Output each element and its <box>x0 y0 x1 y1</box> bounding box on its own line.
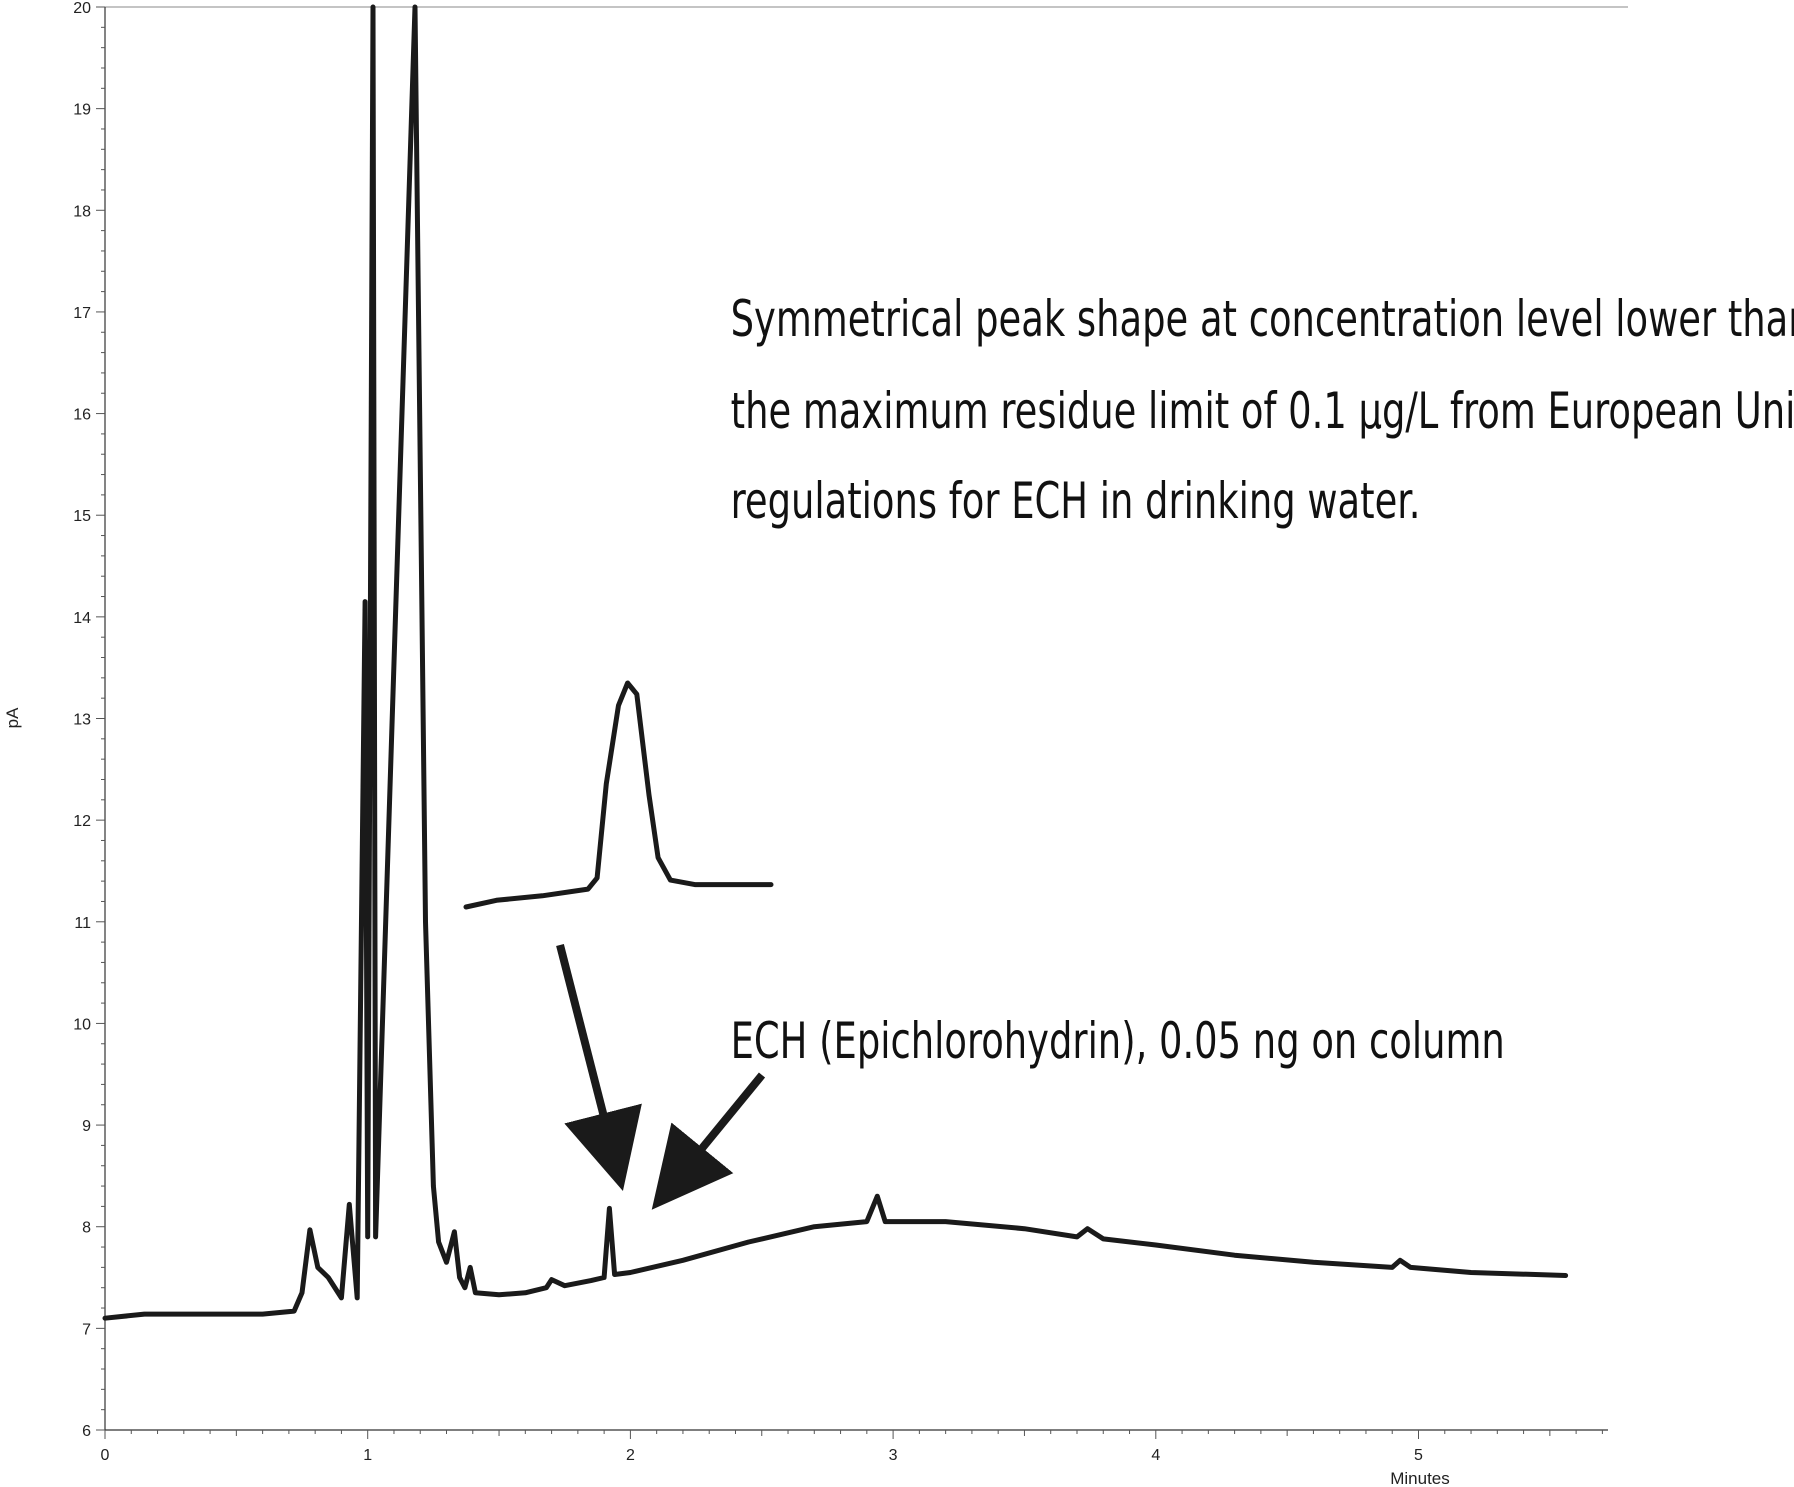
description-line-3: regulations for ECH in drinking water. <box>731 472 1421 530</box>
y-axis-title: pA <box>3 707 22 728</box>
x-tick-label: 3 <box>889 1447 898 1464</box>
y-tick-label: 16 <box>73 407 91 424</box>
y-tick-label: 18 <box>73 203 91 220</box>
y-tick-label: 13 <box>73 712 91 729</box>
ech-peak-inset-trace <box>463 680 774 910</box>
y-tick-label: 8 <box>82 1220 91 1237</box>
x-tick-label: 4 <box>1151 1447 1160 1464</box>
y-tick-label: 6 <box>82 1423 91 1440</box>
inset-pointer-arrow <box>556 944 642 1192</box>
y-tick-label: 17 <box>73 305 91 322</box>
y-tick-label: 20 <box>73 0 91 17</box>
x-tick-label: 5 <box>1414 1447 1423 1464</box>
y-tick-label: 15 <box>73 508 91 525</box>
y-tick-label: 9 <box>82 1118 91 1135</box>
x-tick-label: 2 <box>626 1447 635 1464</box>
description-line-1: Symmetrical peak shape at concentration … <box>731 290 1794 348</box>
y-tick-label: 12 <box>73 813 91 830</box>
y-tick-label: 10 <box>73 1016 91 1033</box>
y-tick-label: 19 <box>73 102 91 119</box>
x-axis-ticks: 0 1 2 3 4 5 <box>101 1430 1603 1464</box>
y-axis-ticks: 6 7 8 9 10 11 12 13 14 15 16 17 18 19 20 <box>73 0 105 1440</box>
y-tick-label: 11 <box>74 915 91 932</box>
y-tick-label: 7 <box>82 1321 91 1338</box>
x-tick-label: 0 <box>101 1447 110 1464</box>
x-tick-label: 1 <box>363 1447 372 1464</box>
y-tick-label: 14 <box>73 610 91 627</box>
chromatogram-trace <box>102 4 1569 1321</box>
label-pointer-arrow <box>651 1072 766 1210</box>
x-axis-title: Minutes <box>1390 1469 1450 1487</box>
peak-label: ECH (Epichlorohydrin), 0.05 ng on column <box>731 1012 1505 1070</box>
description-line-2: the maximum residue limit of 0.1 µg/L fr… <box>731 382 1794 440</box>
